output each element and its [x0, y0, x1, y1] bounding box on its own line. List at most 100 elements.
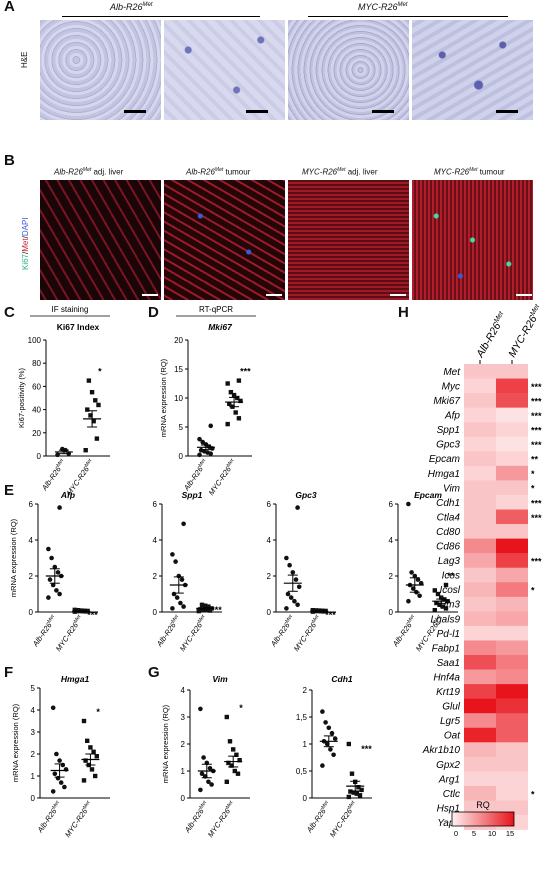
- y-axis-label: Ki67-positivity (%): [17, 367, 26, 428]
- heatmap-row-label: Cdh1: [436, 498, 460, 509]
- heatmap-row-label: Myc: [442, 381, 460, 392]
- data-point: [418, 580, 424, 586]
- panel-b-title-1: Alb-R26Met adj. liver: [54, 167, 124, 177]
- data-point: [284, 555, 289, 561]
- heatmap-cell: [464, 451, 496, 467]
- chart-title: Afp: [60, 490, 75, 500]
- if-image-myc-tumour: [412, 180, 533, 300]
- data-point: [86, 378, 92, 383]
- heatmap-cell: [496, 364, 528, 379]
- if-image-alb-tumour: [164, 180, 285, 300]
- data-point: [49, 555, 54, 561]
- y-tick-label: 20: [174, 336, 183, 345]
- heatmap-cell: [496, 553, 528, 568]
- y-tick-label: 0: [389, 608, 394, 617]
- data-point: [85, 407, 90, 412]
- data-point: [406, 501, 411, 507]
- heatmap-cell: [464, 713, 496, 729]
- heatmap-row-label: Lgals9: [431, 614, 461, 625]
- data-point: [93, 773, 98, 779]
- data-point: [83, 758, 88, 763]
- data-point: [170, 606, 175, 611]
- data-point: [75, 608, 81, 613]
- panel-a-group1-rule: [62, 16, 260, 17]
- data-point: [94, 754, 99, 759]
- y-tick-label: 20: [32, 429, 41, 438]
- heatmap-row-label: Spp1: [437, 425, 460, 436]
- chart-title: Ki67 Index: [57, 322, 100, 332]
- y-tick-label: 15: [174, 365, 183, 374]
- significance-marker: ***: [240, 367, 251, 377]
- data-point: [81, 778, 87, 783]
- data-point: [313, 608, 319, 613]
- data-point: [443, 582, 449, 588]
- y-tick-label: 40: [32, 406, 41, 415]
- heatmap-row-label: Icos: [442, 571, 460, 582]
- heatmap-cell: [464, 393, 496, 408]
- data-point: [89, 390, 95, 395]
- y-tick-label: 2: [267, 572, 272, 581]
- significance-marker: *: [98, 367, 102, 377]
- he-image-alb-low: [40, 20, 161, 120]
- data-point: [52, 564, 58, 570]
- panel-a-group1-title: Alb-R26Met: [110, 2, 153, 12]
- heatmap-row-label: Mki67: [433, 396, 460, 407]
- heatmap-row-label: Icosl: [439, 585, 460, 596]
- heatmap-cell: [464, 611, 496, 627]
- heatmap-row-label: Cd86: [436, 542, 460, 553]
- data-point: [409, 570, 414, 575]
- chart-header: RT-qPCR: [199, 305, 233, 314]
- heatmap-cell: [496, 611, 528, 627]
- heatmap-cell: [464, 756, 496, 772]
- panel-h-letter: H: [398, 304, 409, 321]
- heatmap-cell: [496, 422, 528, 438]
- scale-bar: [390, 294, 406, 296]
- data-point: [412, 573, 418, 579]
- data-point: [208, 423, 214, 429]
- heatmap-cell: [464, 742, 496, 758]
- heatmap-cell: [464, 771, 496, 787]
- data-point: [55, 570, 61, 575]
- heatmap-cell: [464, 422, 496, 438]
- data-point: [196, 608, 201, 613]
- heatmap-cell: [496, 640, 528, 656]
- heatmap-cell: [464, 509, 496, 525]
- data-point: [323, 720, 328, 725]
- heatmap-cell: [464, 480, 496, 496]
- data-point: [320, 763, 325, 768]
- data-point: [295, 602, 300, 608]
- he-image-myc-high: [412, 20, 533, 120]
- y-tick-label: 0: [37, 452, 42, 461]
- legend-tick-label: 0: [454, 829, 458, 838]
- heatmap-row-label: Ctla4: [437, 512, 461, 523]
- heatmap-cell: [496, 567, 528, 583]
- data-point: [435, 591, 441, 597]
- heatmap-row-label: Pd-l1: [437, 629, 460, 640]
- panel-d-letter: D: [148, 304, 159, 321]
- data-point: [432, 608, 437, 613]
- y-tick-label: 4: [29, 536, 34, 545]
- data-point: [54, 588, 59, 593]
- heatmap-cell: [464, 698, 496, 714]
- data-point: [83, 448, 88, 453]
- heatmap-cell: [496, 378, 528, 394]
- heatmap-row-label: Lag3: [438, 556, 461, 567]
- data-point: [198, 706, 203, 712]
- heatmap-row-label: Tim3: [438, 600, 461, 611]
- heatmap-row-label: Hnf4a: [433, 672, 460, 683]
- data-point: [62, 784, 67, 790]
- scale-bar: [266, 294, 282, 296]
- data-point: [200, 439, 206, 445]
- chart-title: Epcam: [414, 490, 442, 500]
- data-point: [225, 381, 230, 386]
- data-point: [440, 604, 445, 609]
- y-tick-label: 4: [153, 536, 158, 545]
- data-point: [310, 608, 315, 613]
- scale-bar: [246, 110, 268, 113]
- data-point: [296, 584, 302, 590]
- significance-marker: **: [531, 455, 539, 465]
- data-point: [432, 588, 437, 593]
- data-point: [233, 410, 238, 415]
- y-tick-label: 4: [31, 706, 36, 715]
- y-tick-label: 0,5: [296, 767, 308, 776]
